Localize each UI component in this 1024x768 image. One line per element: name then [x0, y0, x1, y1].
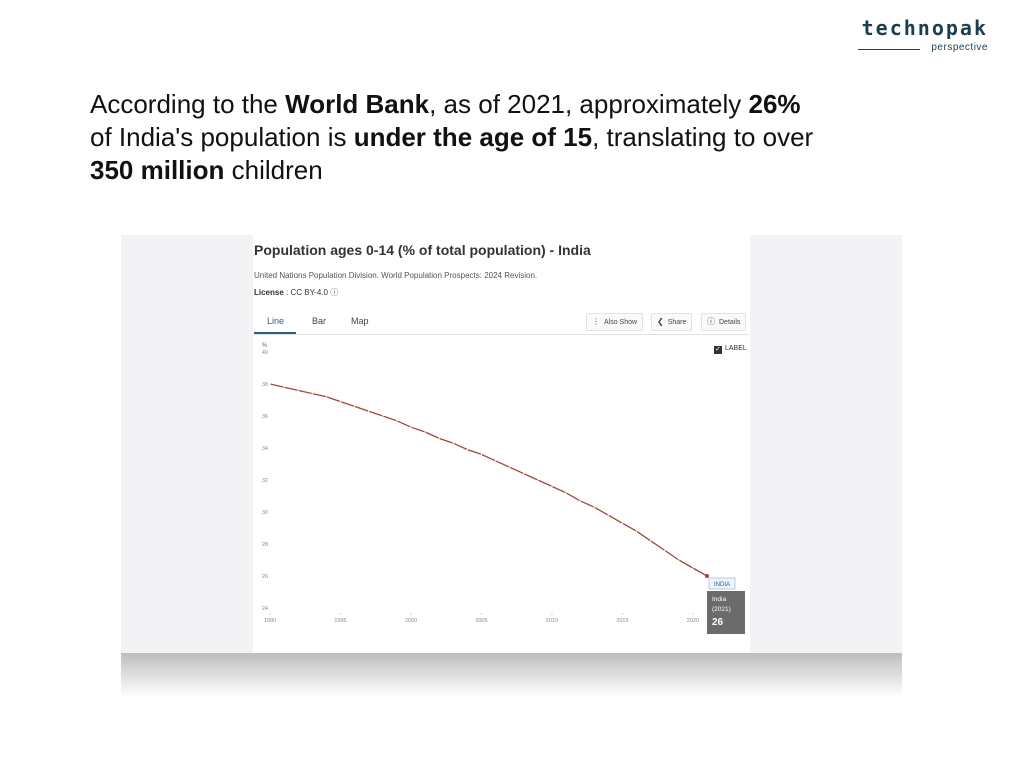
- chart-card: [253, 235, 750, 653]
- headline-bold: under the age of 15: [353, 122, 593, 152]
- headline-part: , translating to over: [592, 122, 814, 152]
- x-tick-label: 2015: [616, 618, 628, 624]
- x-tick-label: 1995: [334, 618, 346, 624]
- details-button[interactable]: ⓘ Details: [701, 313, 747, 331]
- data-point: [452, 442, 454, 444]
- headline-bold: World Bank: [285, 89, 430, 119]
- license-label: License: [254, 288, 284, 297]
- logo-divider: [858, 49, 920, 50]
- tooltip-value: 26: [712, 617, 724, 628]
- license: License : CC BY-4.0 ⓘ: [254, 287, 338, 298]
- data-point: [565, 492, 567, 494]
- data-point: [311, 392, 313, 395]
- headline-part: , as of 2021, approximately: [429, 89, 749, 119]
- headline-bold: 350 million: [90, 155, 225, 185]
- data-point: [438, 437, 440, 440]
- tab-line[interactable]: Line: [267, 316, 285, 326]
- india-series-line: [269, 383, 708, 577]
- tooltip-year: (2021): [712, 606, 731, 613]
- data-point: [508, 466, 511, 468]
- y-tick-label: 24: [262, 606, 268, 612]
- x-tick-label: 2020: [687, 618, 699, 624]
- data-point: [664, 549, 666, 552]
- y-tick-label: 32: [262, 478, 268, 484]
- data-point: [579, 500, 581, 502]
- y-tick-label: 36: [262, 414, 268, 420]
- tooltip-box: [707, 591, 745, 634]
- data-point: [494, 460, 497, 462]
- data-point: [692, 567, 694, 569]
- series-end-label: INDIA: [714, 582, 730, 588]
- label-toggle[interactable]: ✓ LABEL: [714, 345, 747, 354]
- tooltip-name: India: [712, 596, 726, 603]
- data-point: [635, 530, 638, 532]
- data-point: [551, 485, 553, 488]
- y-tick-label: 34: [262, 446, 268, 452]
- y-tick-label: 26: [262, 574, 268, 580]
- data-point: [621, 522, 624, 524]
- tab-bar[interactable]: Bar: [312, 316, 327, 326]
- data-point: [607, 514, 610, 516]
- last-data-point: [705, 574, 709, 578]
- logo-wordmark: technopak: [861, 16, 988, 40]
- x-tick-label: 2005: [475, 618, 487, 624]
- info-circle-icon: ⓘ: [707, 317, 715, 326]
- y-tick-label: 30: [262, 510, 268, 516]
- data-point: [410, 426, 412, 428]
- chart-tabs: Line Bar Map ⋮ Also Show ❮ Share ⓘ Details: [254, 308, 749, 335]
- share-label: Share: [667, 319, 687, 326]
- data-point: [367, 410, 370, 412]
- data-point: [523, 472, 525, 475]
- active-tab-indicator: [254, 332, 296, 334]
- technopak-logo: technopak perspective: [858, 16, 988, 53]
- data-point: [593, 506, 595, 508]
- data-point: [353, 405, 356, 408]
- label-toggle-text: LABEL: [725, 345, 747, 352]
- y-axis-unit: %: [262, 343, 268, 349]
- headline-part: According to the: [90, 89, 286, 119]
- data-point: [283, 386, 285, 388]
- worldbank-screenshot: Population ages 0-14 (% of total populat…: [121, 235, 902, 653]
- data-point: [649, 540, 652, 542]
- checkbox-checked-icon: ✓: [714, 346, 722, 354]
- headline-text: According to the World Bank, as of 2021,…: [90, 88, 940, 187]
- headline-part: of India's population is: [90, 122, 354, 152]
- license-value[interactable]: : CC BY-4.0: [283, 288, 328, 297]
- data-point: [396, 420, 398, 422]
- x-tick-label: 1990: [264, 618, 276, 624]
- data-point: [678, 559, 680, 561]
- logo-tagline: perspective: [931, 42, 988, 53]
- data-point: [480, 453, 483, 456]
- y-tick-label: 28: [262, 542, 268, 548]
- screenshot-shadow: [121, 653, 902, 698]
- data-point: [269, 383, 271, 385]
- headline-bold: 26%: [748, 89, 801, 119]
- line-chart: % 24 26 28 30 32 34 36 38 40 1990 1995 2000 2005 2010 2…: [262, 343, 745, 634]
- data-point: [325, 396, 328, 398]
- data-point: [424, 431, 426, 433]
- chart-source: United Nations Population Division. Worl…: [254, 271, 538, 280]
- x-tick-label: 2000: [405, 618, 417, 624]
- chart-title: Population ages 0-14 (% of total populat…: [254, 242, 591, 258]
- also-show-label: Also Show: [604, 319, 638, 326]
- share-icon: ❮: [657, 317, 664, 326]
- data-point: [382, 415, 384, 417]
- data-point: [466, 448, 469, 451]
- x-tick-label: 2010: [546, 618, 558, 624]
- details-label: Details: [719, 319, 741, 326]
- data-point: [339, 400, 342, 403]
- data-point: [297, 389, 299, 392]
- info-icon[interactable]: ⓘ: [330, 288, 339, 297]
- data-point: [537, 479, 539, 481]
- y-tick-label: 38: [262, 382, 268, 388]
- share-button[interactable]: ❮ Share: [651, 313, 693, 331]
- more-vertical-icon: ⋮: [592, 317, 600, 326]
- y-tick-label: 40: [262, 350, 268, 356]
- also-show-button[interactable]: ⋮ Also Show: [586, 313, 644, 331]
- tab-map[interactable]: Map: [351, 316, 369, 326]
- series-end-label-box: [708, 577, 736, 590]
- headline-part: children: [224, 155, 323, 185]
